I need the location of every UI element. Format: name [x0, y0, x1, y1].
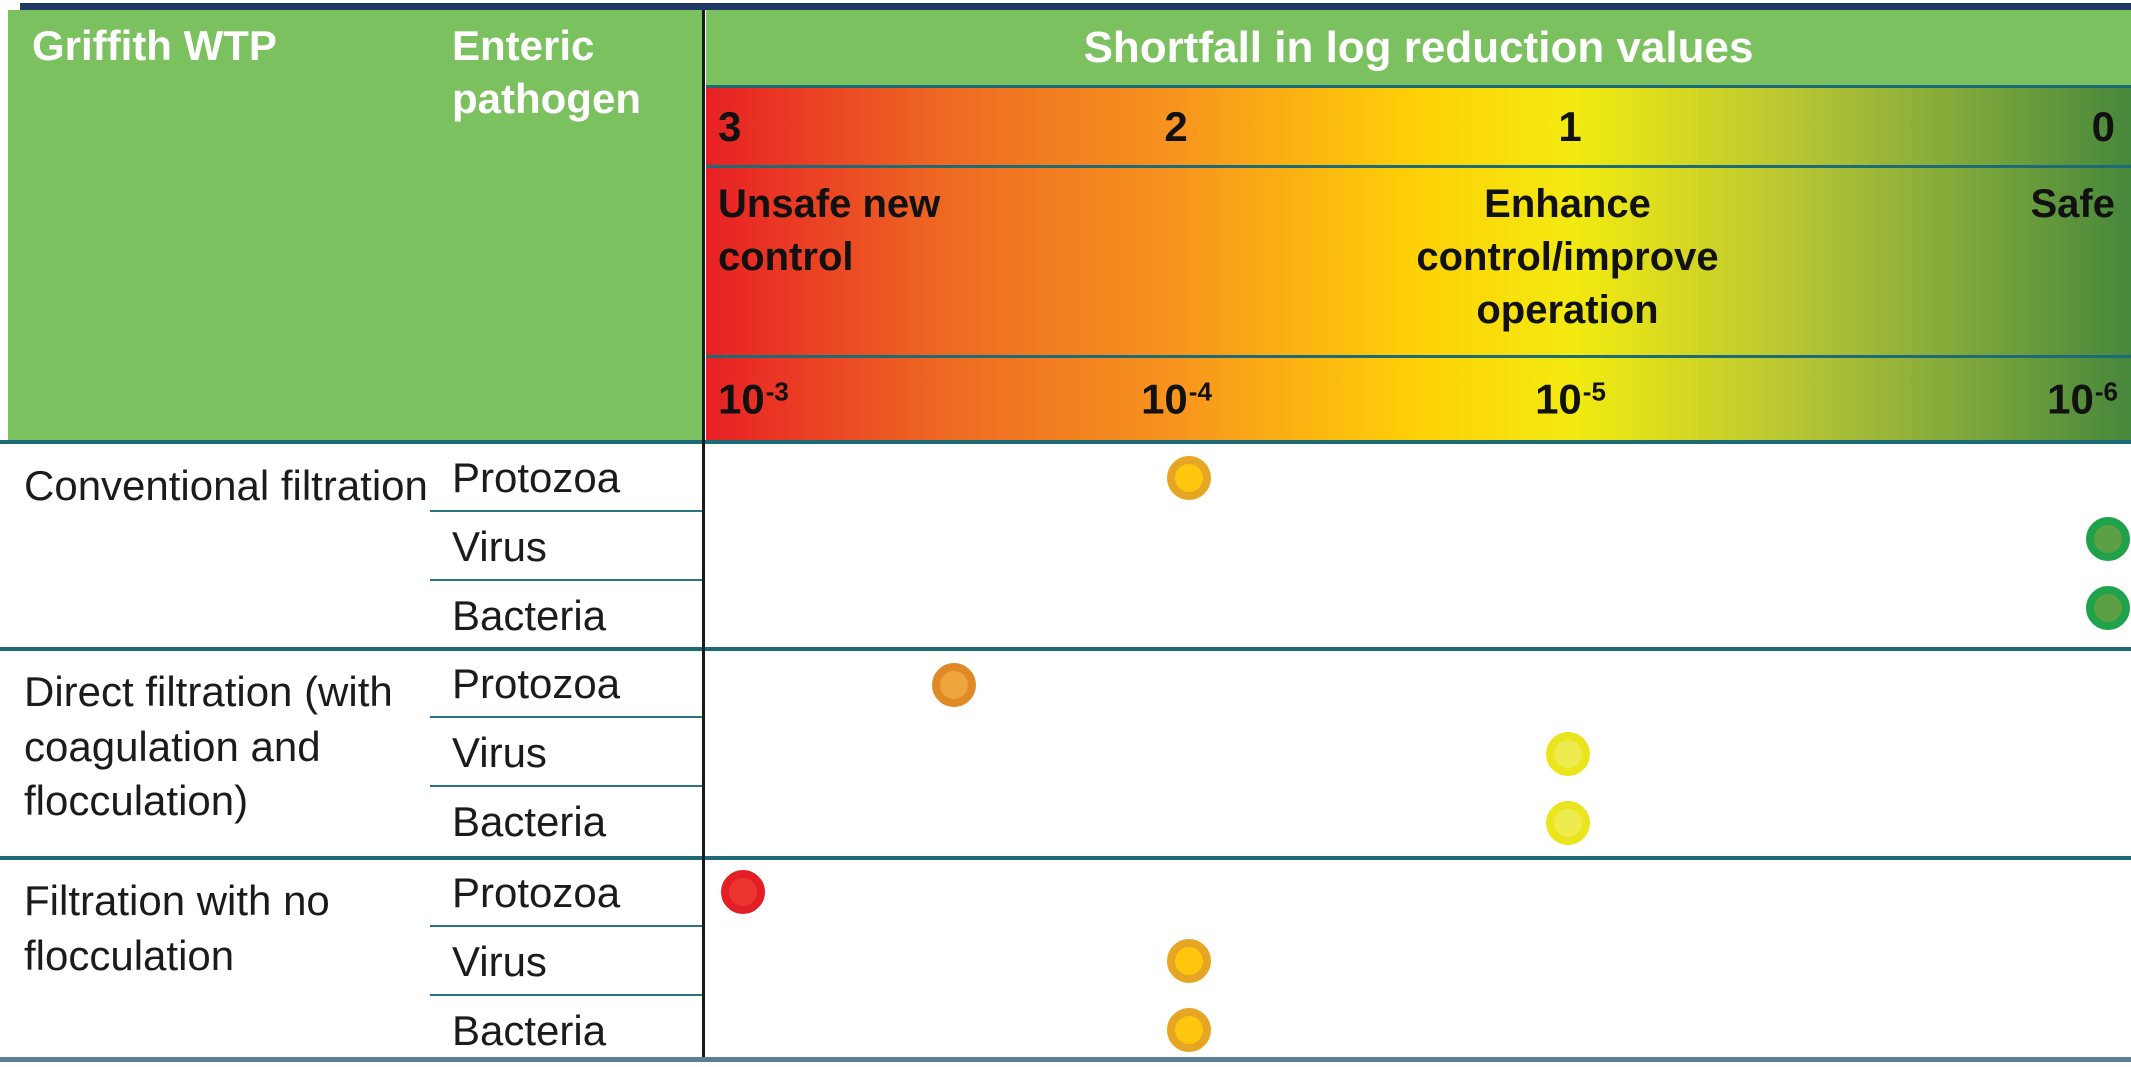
grid-line: [706, 355, 2131, 358]
group-separator: [0, 856, 2131, 860]
group-label-no-flocculation: Filtration with no flocculation: [24, 877, 330, 979]
pathogen-label: Virus: [452, 937, 547, 985]
row-separator: [430, 716, 702, 718]
row-separator: [430, 925, 702, 927]
data-point-green: [2086, 516, 2131, 561]
pathogen-column-header: Enteric pathogen: [452, 22, 641, 122]
pathogen-label: Virus: [452, 522, 547, 570]
data-point-amber: [1166, 938, 1211, 983]
pathogen-label: Protozoa: [452, 868, 621, 916]
group-label-conventional: Conventional filtration: [24, 462, 428, 509]
zone-enhance-label: Enhance control/improve operation: [1416, 182, 1719, 332]
scale-number-0: 0: [2091, 102, 2115, 150]
data-point-orange: [932, 662, 977, 707]
scale-exponents-band: 10-3 10-4 10-5 10-6: [706, 358, 2131, 440]
data-point-yellow: [1546, 731, 1591, 776]
grid-line: [706, 165, 2131, 168]
scale-number-1: 1: [1558, 102, 1582, 150]
row-separator: [430, 785, 702, 787]
data-point-green: [2086, 585, 2131, 630]
top-border-rule: [20, 3, 2131, 10]
corner-header-block: Griffith WTP Enteric pathogen: [8, 10, 702, 440]
pathogen-label: Protozoa: [452, 453, 621, 501]
group-separator: [0, 647, 2131, 651]
scale-number-3: 3: [718, 102, 742, 150]
pathogen-label: Bacteria: [452, 591, 607, 639]
scale-exponent-1e-5: 10-5: [1535, 375, 1606, 423]
row-separator: [430, 579, 702, 581]
scale-title: Shortfall in log reduction values: [1083, 22, 1754, 72]
pathogen-label: Bacteria: [452, 1006, 607, 1054]
grid-line: [706, 85, 2131, 88]
pathogen-label: Bacteria: [452, 797, 607, 845]
group-label-direct: Direct filtration (with coagulation and …: [24, 668, 393, 825]
pathogen-label: Virus: [452, 728, 547, 776]
zone-safe-label: Safe: [2030, 182, 2116, 226]
header-bottom-rule: [0, 440, 2131, 444]
data-point-yellow: [1546, 800, 1591, 845]
data-point-amber: [1166, 1007, 1211, 1052]
plant-title: Griffith WTP: [32, 22, 277, 69]
pathogen-label: Protozoa: [452, 659, 621, 707]
data-point-red: [720, 869, 765, 914]
data-point-amber: [1166, 455, 1211, 500]
scale-numbers-band: 3 2 1 0: [706, 88, 2131, 165]
scale-exponent-1e-3: 10-3: [718, 375, 789, 423]
row-separator: [430, 510, 702, 512]
scale-exponent-1e-6: 10-6: [2047, 375, 2118, 423]
scale-exponent-1e-4: 10-4: [1141, 375, 1212, 423]
zone-labels-band: Unsafe new control Enhance control/impro…: [706, 168, 2131, 355]
scale-header-band: Shortfall in log reduction values: [706, 10, 2131, 85]
scale-number-2: 2: [1164, 102, 1188, 150]
bottom-border-rule: [0, 1057, 2131, 1062]
column-divider: [702, 10, 705, 1057]
row-separator: [430, 994, 702, 996]
zone-unsafe-label: Unsafe new control: [718, 182, 941, 279]
